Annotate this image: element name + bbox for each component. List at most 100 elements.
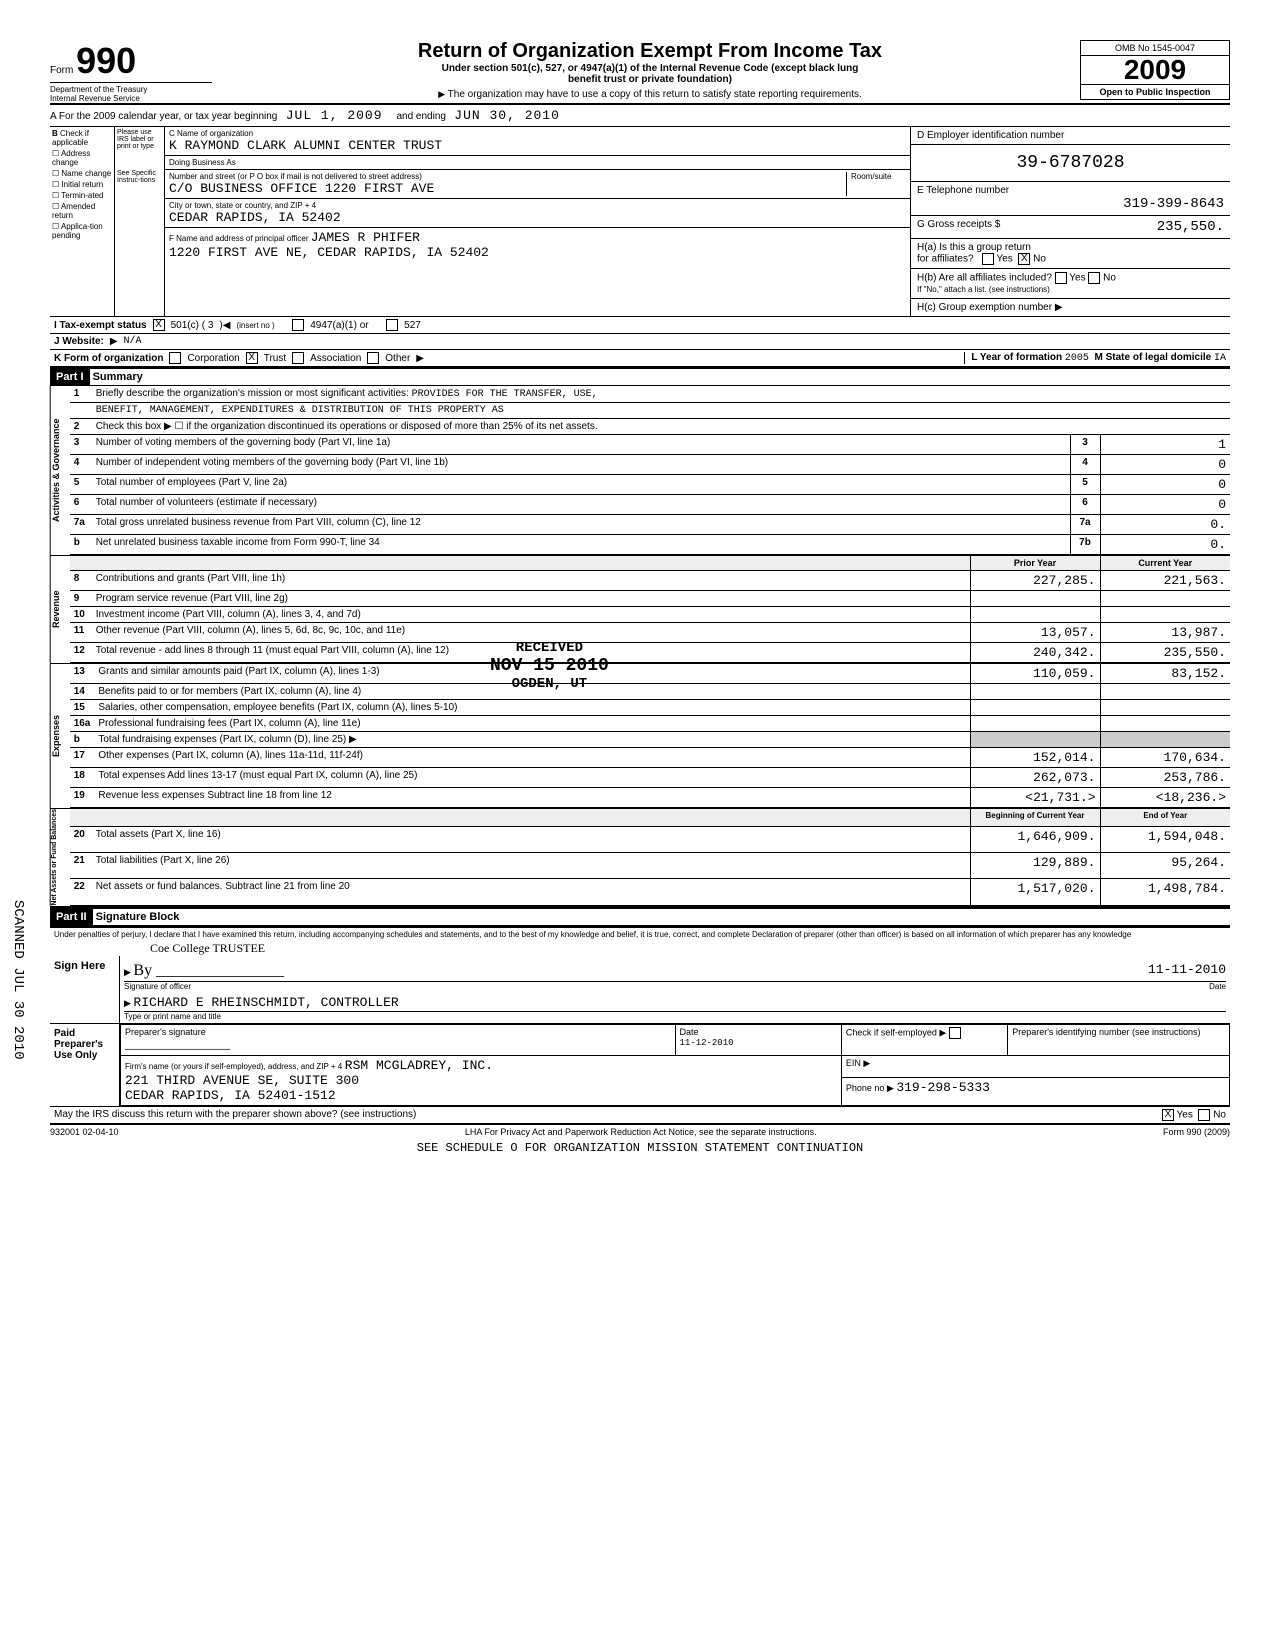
line6-val: 0 <box>1100 495 1230 515</box>
hb-label: H(b) Are all affiliates included? <box>917 273 1052 284</box>
line20-prior: 1,646,909. <box>970 827 1100 853</box>
check-application[interactable]: Applica-tion pending <box>52 222 112 240</box>
sign-here-label: Sign Here <box>50 956 120 1023</box>
line18-prior: 262,073. <box>970 768 1100 788</box>
footer-row: 932001 02-04-10 LHA For Privacy Act and … <box>50 1124 1230 1137</box>
dept-treasury: Department of the Treasury <box>50 82 212 94</box>
discuss-no-label: No <box>1213 1109 1226 1120</box>
form-prefix: Form <box>50 65 73 76</box>
line16a-text: Professional fundraising fees (Part IX, … <box>94 716 970 732</box>
expenses-label: Expenses <box>50 664 70 808</box>
k-corp[interactable] <box>169 352 181 364</box>
line7b-box: 7b <box>1070 535 1100 555</box>
line16b-prior <box>970 732 1100 748</box>
line17-prior: 152,014. <box>970 748 1100 768</box>
check-name[interactable]: Name change <box>52 169 112 178</box>
check-initial[interactable]: Initial return <box>52 180 112 189</box>
line22-prior: 1,517,020. <box>970 879 1100 905</box>
footer-form: Form 990 (2009) <box>1163 1127 1230 1137</box>
tax-year: 2009 <box>1081 56 1229 84</box>
form-note: The organization may have to use a copy … <box>228 89 1072 100</box>
activities-label: Activities & Governance <box>50 386 70 555</box>
status-501c[interactable]: X <box>153 319 165 331</box>
ha-label2: for affiliates? <box>917 254 974 265</box>
k-label: K Form of organization <box>54 353 163 364</box>
phone-value: 319-399-8643 <box>917 196 1224 212</box>
check-amended[interactable]: Amended return <box>52 202 112 220</box>
line15-current <box>1100 700 1230 716</box>
ha-label: H(a) Is this a group return <box>917 242 1031 253</box>
line5-box: 5 <box>1070 475 1100 495</box>
m-label: M State of legal domicile <box>1095 352 1212 363</box>
status-4947-text: 4947(a)(1) or <box>310 320 368 331</box>
row-a-label: A For the 2009 calendar year, or tax yea… <box>50 111 277 122</box>
netassets-section: Net Assets or Fund Balances Beginning of… <box>50 809 1230 907</box>
please-label: Please use IRS label or print or type <box>117 129 162 150</box>
discuss-no[interactable] <box>1198 1109 1210 1121</box>
begin-year-hdr: Beginning of Current Year <box>970 809 1100 827</box>
line4-val: 0 <box>1100 455 1230 475</box>
no-label: No <box>1033 254 1046 265</box>
revenue-label: Revenue <box>50 556 70 663</box>
discuss-yes[interactable]: X <box>1162 1109 1174 1121</box>
sign-date: 11-11-2010 <box>1148 962 1226 980</box>
status-4947[interactable] <box>292 319 304 331</box>
line6-text: Total number of volunteers (estimate if … <box>92 495 1070 515</box>
line21-text: Total liabilities (Part X, line 26) <box>92 853 970 879</box>
prep-date-label: Date <box>680 1027 699 1037</box>
l-label: L Year of formation <box>971 352 1062 363</box>
yes-label-2: Yes <box>1069 273 1085 284</box>
part1-label: Part I <box>50 369 90 385</box>
part1-title: Summary <box>93 371 143 383</box>
org-street: C/O BUSINESS OFFICE 1220 FIRST AVE <box>169 181 434 196</box>
self-employed-check[interactable] <box>949 1027 961 1039</box>
k-trust[interactable]: X <box>246 352 258 364</box>
expenses-section: Expenses 13Grants and similar amounts pa… <box>50 664 1230 809</box>
line17-text: Other expenses (Part IX, column (A), lin… <box>94 748 970 768</box>
header-block: B Check if applicable Address change Nam… <box>50 127 1230 317</box>
perjury-text: Under penalties of perjury, I declare th… <box>50 928 1230 941</box>
line3-val: 1 <box>1100 435 1230 455</box>
hb-yes[interactable] <box>1055 272 1067 284</box>
dba-label: Doing Business As <box>169 158 906 167</box>
line21-current: 95,264. <box>1100 853 1230 879</box>
part2-title: Signature Block <box>96 911 180 923</box>
form-subtitle-1: Under section 501(c), 527, or 4947(a)(1)… <box>228 63 1072 74</box>
d-label: D Employer identification number <box>911 127 1230 145</box>
line7b-text: Net unrelated business taxable income fr… <box>92 535 1070 555</box>
e-label: E Telephone number <box>917 185 1224 196</box>
ha-no[interactable]: X <box>1018 253 1030 265</box>
instructions-col: Please use IRS label or print or type Se… <box>115 127 165 316</box>
k-assoc[interactable] <box>292 352 304 364</box>
part1-header-row: Part I Summary <box>50 367 1230 386</box>
line3-text: Number of voting members of the governin… <box>92 435 1070 455</box>
l-value: 2005 <box>1065 353 1089 364</box>
status-527[interactable] <box>386 319 398 331</box>
i-label: I Tax-exempt status <box>54 320 147 331</box>
line12-current: 235,550. <box>1100 643 1230 663</box>
f-label: F Name and address of principal officer <box>169 234 308 243</box>
k-other[interactable] <box>367 352 379 364</box>
form-subtitle-2: benefit trust or private foundation) <box>228 74 1072 85</box>
footer-code: 932001 02-04-10 <box>50 1127 119 1137</box>
current-year-hdr: Current Year <box>1100 556 1230 571</box>
ha-yes[interactable] <box>982 253 994 265</box>
firm-name: RSM MCGLADREY, INC. <box>345 1058 493 1073</box>
line14-prior <box>970 684 1100 700</box>
hb-no[interactable] <box>1088 272 1100 284</box>
discuss-yes-label: Yes <box>1177 1109 1193 1120</box>
line21-prior: 129,889. <box>970 853 1100 879</box>
pin-label: Preparer's identifying number (see instr… <box>1008 1024 1230 1055</box>
line18-text: Total expenses Add lines 13-17 (must equ… <box>94 768 970 788</box>
insert-no: (insert no ) <box>236 321 274 330</box>
line8-current: 221,563. <box>1100 571 1230 591</box>
end-year-hdr: End of Year <box>1100 809 1230 827</box>
ty-begin: JUL 1, 2009 <box>286 108 383 123</box>
check-address[interactable]: Address change <box>52 149 112 167</box>
check-terminated[interactable]: Termin-ated <box>52 191 112 200</box>
org-info-col: C Name of organization K RAYMOND CLARK A… <box>165 127 910 316</box>
line12-prior: 240,342. <box>970 643 1100 663</box>
status-501c-text: 501(c) ( 3 <box>171 320 214 331</box>
line7a-box: 7a <box>1070 515 1100 535</box>
other-label: Other <box>385 353 410 364</box>
